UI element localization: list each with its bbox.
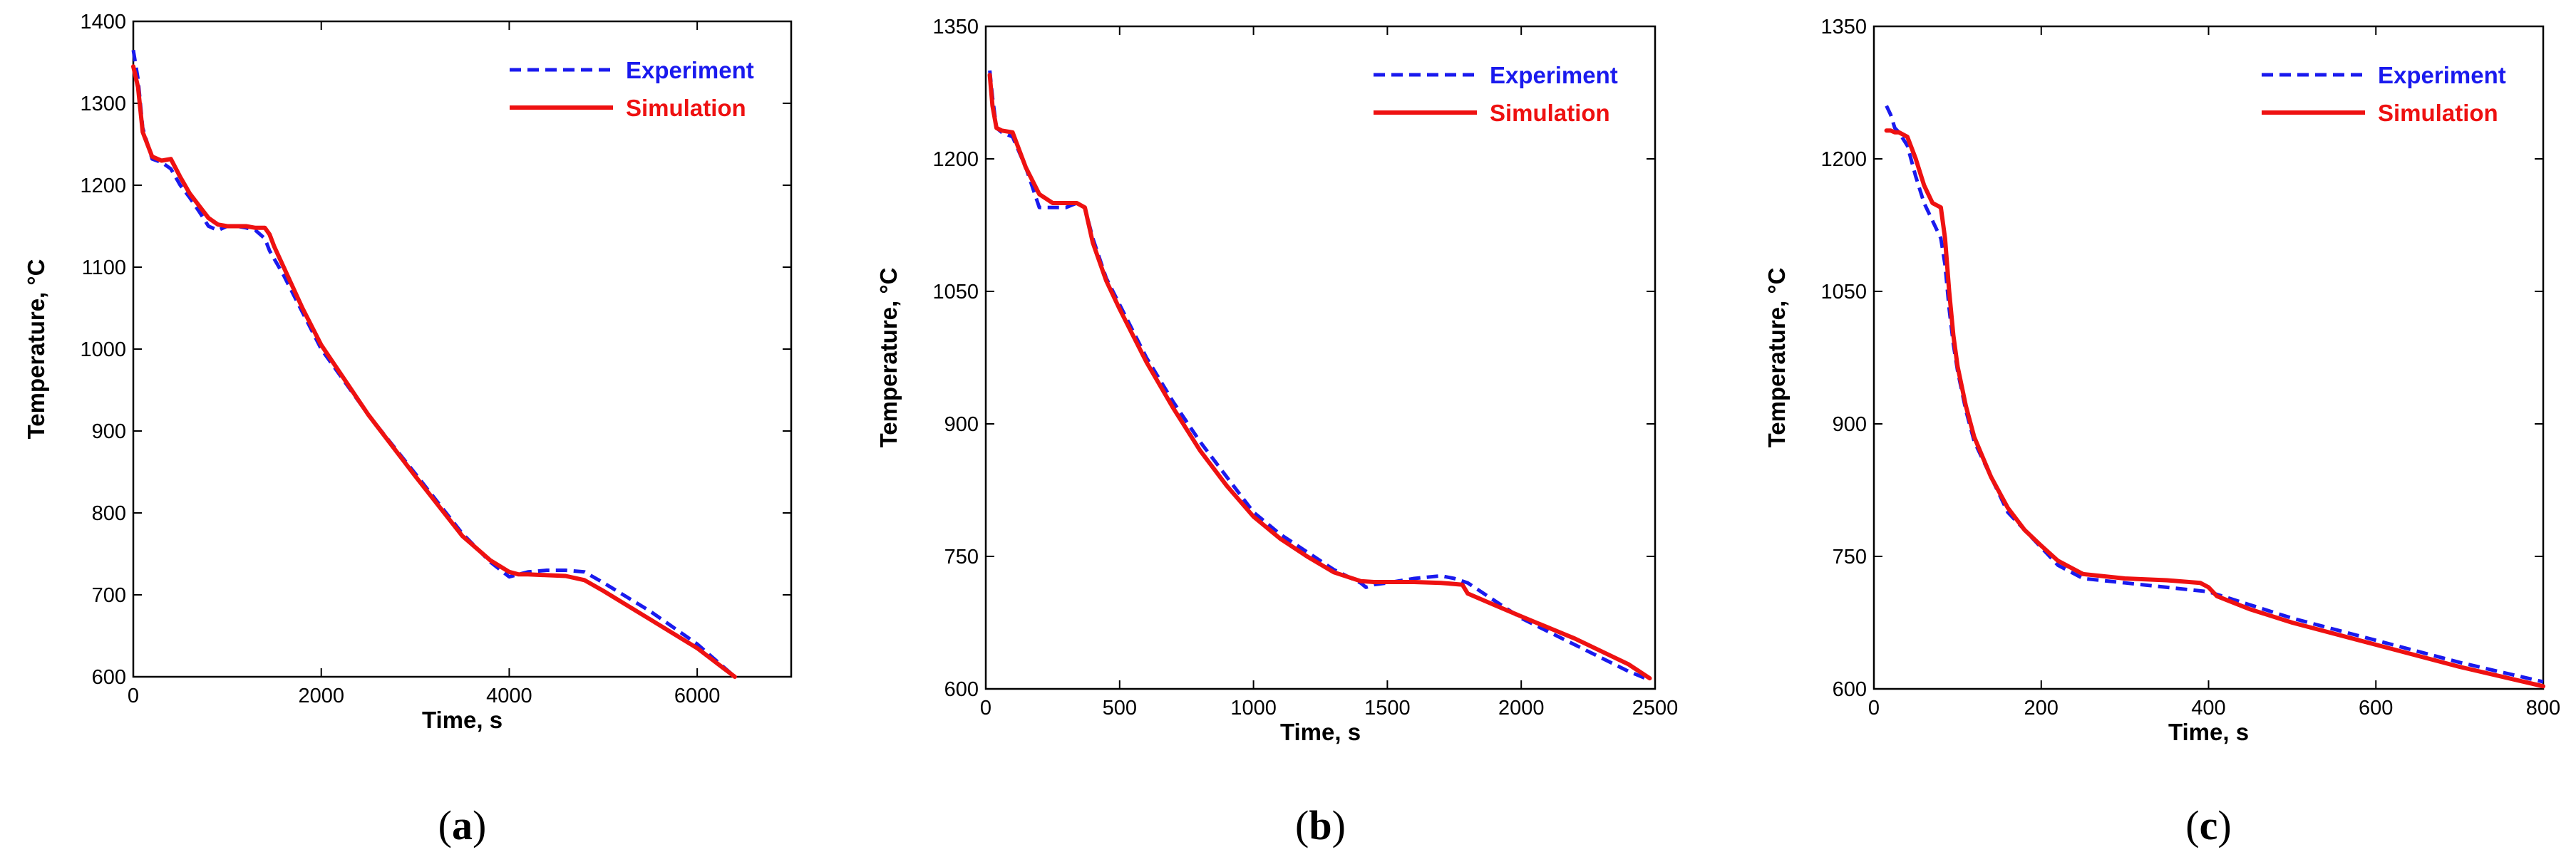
legend: Experiment Simulation bbox=[510, 57, 754, 121]
y-axis-label: Temperature, °C bbox=[23, 259, 49, 440]
legend-simulation-label: Simulation bbox=[1490, 100, 1610, 126]
y-axis-label: Temperature, °C bbox=[1763, 268, 1790, 448]
y-tick-label: 1300 bbox=[80, 93, 126, 115]
y-tick-label: 1100 bbox=[82, 256, 126, 279]
x-tick-label: 1000 bbox=[1230, 697, 1277, 720]
legend-experiment-label: Experiment bbox=[1490, 62, 1618, 88]
legend: Experiment Simulation bbox=[2262, 62, 2506, 126]
y-tick-label: 750 bbox=[1833, 546, 1867, 568]
legend-simulation-label: Simulation bbox=[2378, 100, 2498, 126]
panel-c: 600 750 900 1050 1200 1350 0 200 400 600 800 Time,… bbox=[1763, 16, 2560, 848]
legend: Experiment Simulation bbox=[1374, 62, 1618, 126]
caption-letter: c bbox=[2200, 802, 2218, 848]
y-tick-label: 1200 bbox=[80, 175, 126, 197]
simulation-series-line bbox=[987, 73, 1652, 681]
y-tick-label: 700 bbox=[92, 584, 126, 607]
y-tick-label: 1350 bbox=[932, 16, 979, 38]
caption-letter: b bbox=[1309, 802, 1331, 848]
x-tick-label: 0 bbox=[128, 685, 139, 707]
legend-experiment-label: Experiment bbox=[626, 57, 754, 83]
y-tick-label: 900 bbox=[92, 420, 126, 443]
y-tick-label: 1050 bbox=[932, 281, 979, 303]
x-tick-label: 500 bbox=[1103, 697, 1137, 720]
x-tick-label: 2000 bbox=[298, 685, 344, 707]
caption-letter: a bbox=[452, 802, 473, 848]
y-axis-label: Temperature, °C bbox=[875, 268, 902, 448]
x-tick-label: 400 bbox=[2191, 697, 2225, 720]
x-tick-label: 1500 bbox=[1364, 697, 1411, 720]
y-tick-label: 1350 bbox=[1820, 16, 1867, 38]
x-tick-label: 600 bbox=[2359, 697, 2393, 720]
experiment-series-line bbox=[131, 49, 736, 678]
x-tick-label: 0 bbox=[980, 697, 991, 720]
panel-caption: (b) bbox=[1295, 802, 1346, 848]
y-tick-label: 600 bbox=[92, 666, 126, 689]
y-tick-label: 1200 bbox=[932, 148, 979, 171]
y-tick-label: 1050 bbox=[1820, 281, 1867, 303]
x-tick-label: 200 bbox=[2024, 697, 2059, 720]
x-tick-label: 0 bbox=[1868, 697, 1880, 720]
y-tick-label: 1200 bbox=[1820, 148, 1867, 171]
y-tick-label: 600 bbox=[944, 678, 979, 701]
x-tick-label: 6000 bbox=[674, 685, 721, 707]
simulation-series-line bbox=[1884, 128, 2545, 689]
plot-frame bbox=[984, 25, 1657, 690]
y-tick-label: 800 bbox=[92, 502, 126, 525]
panel-b: 600 750 900 1050 1200 1350 0 500 1000 1500 2000 250… bbox=[875, 16, 1678, 848]
x-tick-label: 4000 bbox=[486, 685, 532, 707]
simulation-series-line bbox=[131, 64, 737, 679]
y-tick-label: 900 bbox=[944, 413, 979, 436]
x-axis-label: Time, s bbox=[1280, 719, 1361, 745]
x-axis-label: Time, s bbox=[2168, 719, 2249, 745]
experiment-series-line bbox=[988, 70, 1651, 682]
y-tick-label: 1000 bbox=[80, 338, 126, 361]
panel-a: 600 700 800 900 1000 1100 1200 1300 1400 0 2000 400… bbox=[23, 11, 793, 848]
x-tick-label: 2500 bbox=[1632, 697, 1679, 720]
legend-simulation-label: Simulation bbox=[626, 95, 746, 121]
y-tick-label: 600 bbox=[1833, 678, 1867, 701]
x-tick-label: 800 bbox=[2526, 697, 2560, 720]
panel-caption: (a) bbox=[438, 802, 487, 848]
panel-caption: (c) bbox=[2185, 802, 2231, 848]
x-tick-label: 2000 bbox=[1498, 697, 1545, 720]
y-tick-label: 900 bbox=[1833, 413, 1867, 436]
y-tick-label: 750 bbox=[944, 546, 979, 568]
y-tick-label: 1400 bbox=[80, 11, 126, 33]
legend-experiment-label: Experiment bbox=[2378, 62, 2506, 88]
x-axis-label: Time, s bbox=[422, 707, 503, 733]
